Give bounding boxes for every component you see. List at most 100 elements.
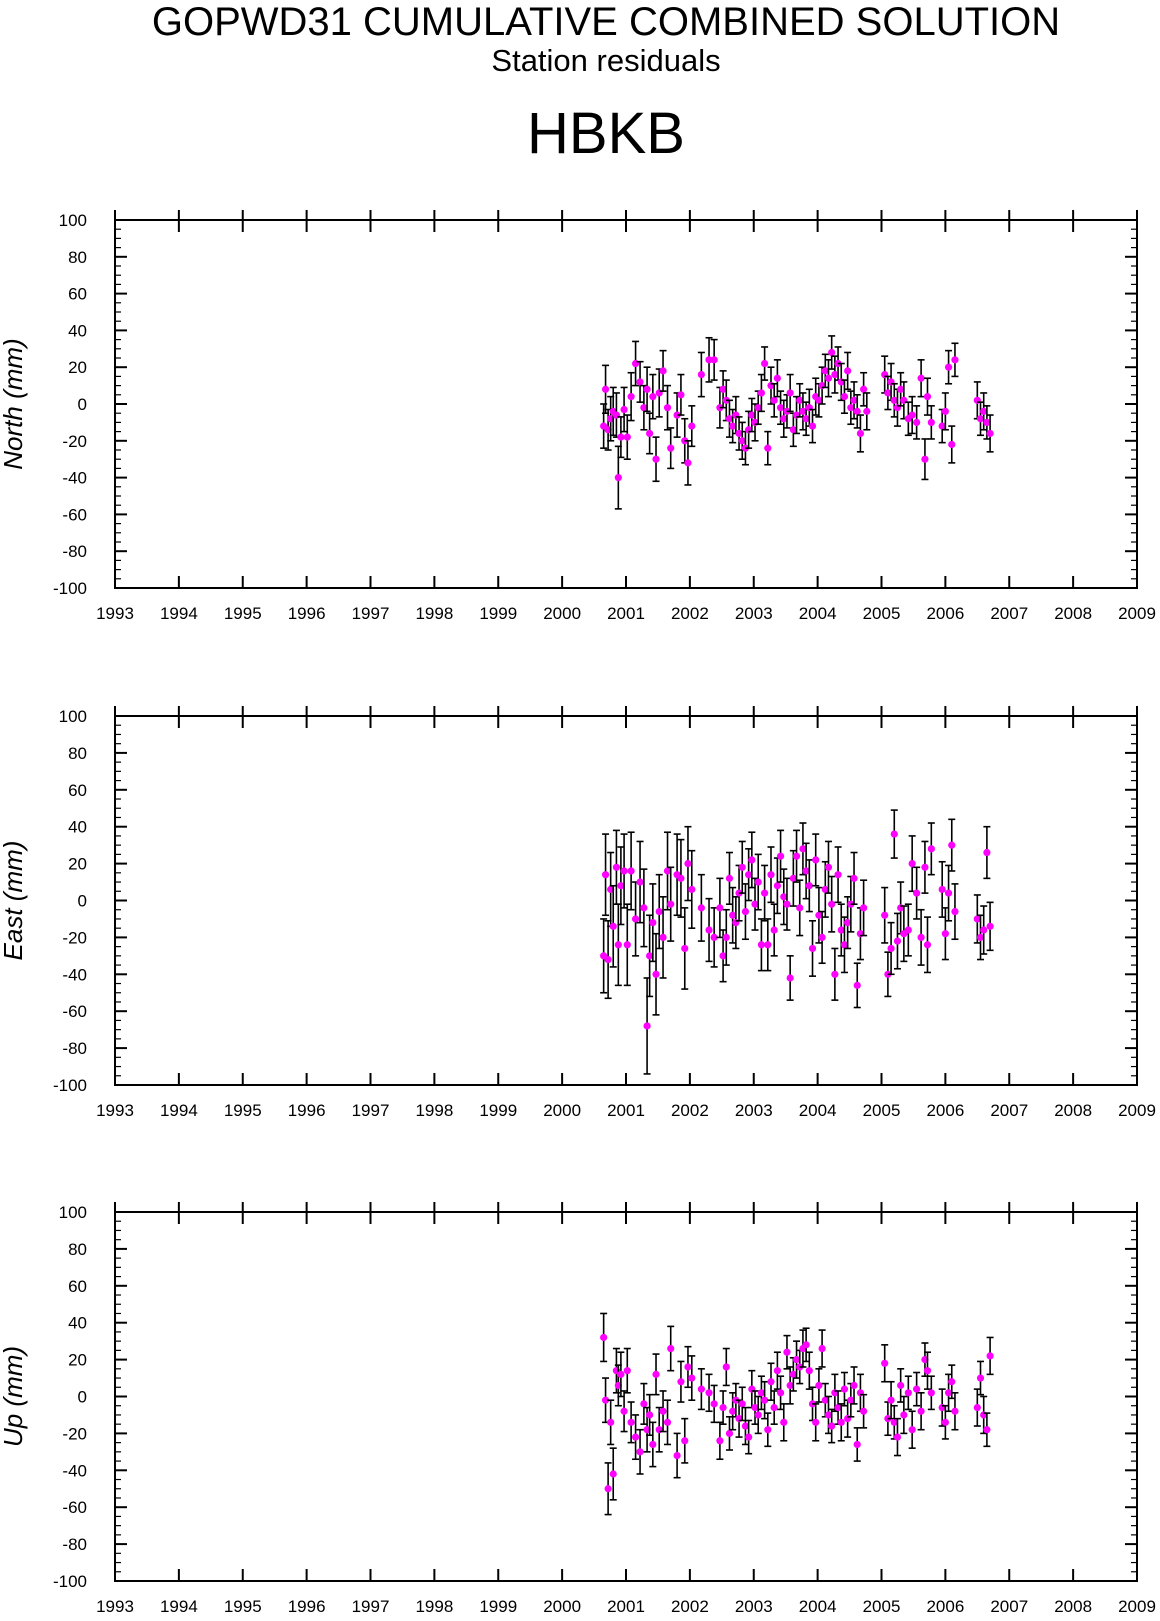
north-data-point <box>623 433 631 441</box>
east-ytick-label: 40 <box>68 818 87 837</box>
up-data-point <box>745 1433 753 1441</box>
up-data-point <box>802 1341 810 1349</box>
east-xtick-label: 1993 <box>96 1101 134 1120</box>
up-data-point <box>900 1411 908 1419</box>
north-data-point <box>799 407 807 415</box>
east-ytick-label: 60 <box>68 781 87 800</box>
up-data-point <box>944 1389 953 1397</box>
east-data-point <box>620 867 628 875</box>
east-data-point <box>844 919 852 927</box>
east-data-point <box>761 889 769 897</box>
east-xtick-label: 1995 <box>224 1101 262 1120</box>
north-data-point <box>789 426 797 434</box>
north-data-point <box>831 370 839 379</box>
north-data-point <box>890 396 898 404</box>
east-ytick-label: 20 <box>68 855 87 874</box>
up-data-point <box>609 1470 617 1478</box>
north-data-point <box>663 404 672 412</box>
up-xtick-label: 1996 <box>288 1597 326 1616</box>
north-data-point <box>923 393 932 401</box>
east-data-point <box>716 904 724 912</box>
north-data-point <box>729 422 737 430</box>
north-data-point <box>620 405 628 414</box>
up-data-point <box>847 1396 855 1404</box>
up-data-point <box>951 1407 959 1415</box>
north-data-point <box>863 407 871 415</box>
north-data-point <box>821 367 829 375</box>
up-data-point <box>776 1389 785 1397</box>
north-data-point <box>844 367 852 375</box>
north-data-point <box>735 429 743 438</box>
east-ytick-label: -40 <box>62 965 87 984</box>
up-ytick-label: 80 <box>68 1240 87 1259</box>
up-data-point <box>976 1374 985 1382</box>
up-data-point <box>751 1403 759 1412</box>
north-xtick-label: 1997 <box>352 604 390 623</box>
north-xtick-label: 2003 <box>735 604 773 623</box>
north-data-point <box>776 404 785 412</box>
up-data-point <box>812 1418 820 1426</box>
east-data-point <box>805 882 813 890</box>
east-xtick-label: 2005 <box>863 1101 901 1120</box>
north-data-point <box>643 385 651 393</box>
north-data-point <box>710 356 718 364</box>
east-data-point <box>659 933 667 942</box>
east-data-point <box>908 860 916 868</box>
north-data-point <box>796 396 804 404</box>
north-ytick-label: 40 <box>68 321 87 340</box>
up-xtick-label: 2002 <box>671 1597 709 1616</box>
north-data-point <box>786 389 794 397</box>
north-data-point <box>770 396 778 404</box>
east-data-point <box>789 874 797 882</box>
north-data-point <box>815 396 823 404</box>
east-data-point <box>770 926 778 934</box>
up-xtick-label: 2008 <box>1054 1597 1092 1616</box>
east-ytick-label: -20 <box>62 928 87 947</box>
up-data-point <box>764 1426 772 1434</box>
east-data-point <box>627 867 635 875</box>
north-data-point <box>917 374 925 382</box>
east-data-point <box>986 922 994 930</box>
north-data-point <box>927 418 935 426</box>
east-data-point <box>983 848 991 857</box>
up-data-point <box>818 1344 826 1353</box>
east-data-point <box>652 970 660 978</box>
north-data-point <box>757 389 766 397</box>
up-data-point <box>913 1385 921 1393</box>
east-data-point <box>617 882 625 890</box>
east-data-point <box>941 930 949 938</box>
east-ytick-label: -80 <box>62 1039 87 1058</box>
north-data-point <box>601 385 610 393</box>
up-ytick-label: -100 <box>53 1572 87 1591</box>
east-data-point <box>786 974 794 982</box>
up-xtick-label: 2001 <box>607 1597 645 1616</box>
east-xtick-label: 1994 <box>160 1101 198 1120</box>
north-xtick-label: 1998 <box>415 604 453 623</box>
east-data-point <box>808 944 817 953</box>
north-data-point <box>684 459 692 467</box>
east-xtick-label: 2000 <box>543 1101 581 1120</box>
chart-title: GOPWD31 CUMULATIVE COMBINED SOLUTION <box>151 0 1061 44</box>
up-data-point <box>948 1378 956 1386</box>
east-data-point <box>677 874 685 882</box>
up-data-point <box>890 1418 898 1426</box>
east-data-point <box>612 863 621 871</box>
north-data-point <box>677 391 685 399</box>
up-xtick-label: 2009 <box>1118 1597 1156 1616</box>
east-data-point <box>917 933 925 942</box>
up-data-point <box>688 1374 696 1382</box>
up-data-point <box>773 1367 781 1375</box>
up-data-point <box>631 1433 640 1441</box>
up-data-point <box>805 1367 813 1375</box>
north-data-point <box>976 415 985 423</box>
east-data-point <box>973 915 981 923</box>
north-data-point <box>652 455 660 463</box>
up-data-point <box>729 1407 737 1415</box>
north-data-point <box>761 359 769 368</box>
east-data-point <box>722 933 730 942</box>
up-data-point <box>757 1389 766 1397</box>
up-data-point <box>710 1400 718 1408</box>
up-data-point <box>725 1429 734 1437</box>
up-xtick-label: 2005 <box>863 1597 901 1616</box>
